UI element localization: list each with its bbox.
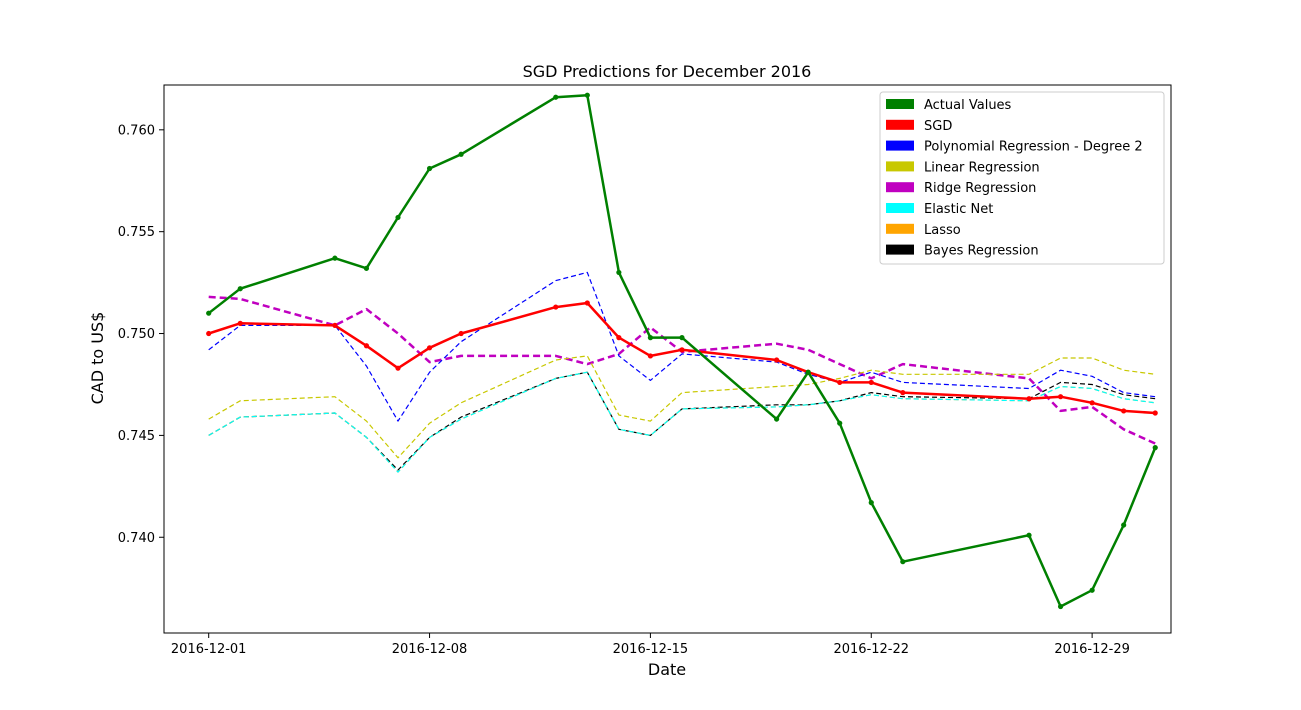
data-point-0-16: [900, 559, 906, 565]
data-point-1-2: [332, 322, 338, 328]
legend-swatch-1: [886, 119, 914, 130]
legend-swatch-4: [886, 182, 914, 193]
data-point-1-5: [426, 345, 433, 351]
series-line-6: [208, 371, 1156, 473]
series-line-7: [208, 371, 1156, 471]
data-point-1-6: [458, 330, 464, 337]
legend-swatch-0: [886, 99, 914, 109]
series-line-2: [208, 271, 1156, 422]
chart-title: SGD Predictions for December 2016: [523, 62, 812, 81]
data-point-0-5: [426, 165, 433, 172]
x-tick-label-4: 2016-12-29: [1054, 642, 1130, 657]
data-point-1-12: [774, 357, 780, 363]
y-tick-label-0: 0.740: [118, 531, 155, 546]
legend: Actual Values SGD Polynomial Regression - …: [879, 91, 1165, 265]
y-tick-label-4: 0.760: [118, 123, 155, 138]
legend-swatch-5: [886, 203, 914, 213]
data-point-1-1: [237, 320, 243, 326]
legend-label-6: Lasso: [924, 223, 961, 238]
data-point-0-14: [837, 420, 843, 426]
legend-swatch-3: [886, 161, 914, 172]
data-point-0-21: [1152, 445, 1158, 451]
data-point-0-15: [868, 500, 874, 506]
data-point-1-19: [1089, 400, 1095, 406]
data-point-0-9: [616, 269, 622, 276]
series-line-4: [208, 295, 1156, 445]
legend-swatch-2: [886, 140, 914, 151]
series-line-0: [207, 93, 1157, 608]
series-line-1: [208, 301, 1156, 415]
x-tick-label-1: 2016-12-08: [392, 642, 468, 657]
y-axis-label: CAD to US$: [88, 312, 107, 405]
data-point-0-8: [584, 92, 590, 98]
y-tick-label-1: 0.745: [118, 429, 155, 444]
legend-label-7: Bayes Regression: [924, 244, 1039, 259]
data-point-1-10: [647, 353, 654, 359]
data-point-0-7: [553, 94, 559, 100]
data-point-1-8: [584, 300, 590, 306]
series-line-3: [208, 355, 1156, 459]
data-point-1-3: [363, 343, 370, 349]
x-tick-label-2: 2016-12-15: [613, 642, 689, 657]
legend-box: [879, 91, 1165, 265]
data-point-0-11: [679, 335, 685, 341]
data-point-1-21: [1152, 410, 1158, 416]
x-tick-label-0: 2016-12-01: [171, 642, 247, 657]
axes-layer: 2016-12-01 2016-12-08 2016-12-15 2016-12-22…: [118, 84, 1172, 657]
data-point-1-9: [616, 335, 622, 341]
data-point-0-20: [1121, 522, 1127, 528]
data-point-0-0: [206, 310, 212, 316]
x-axis-label: Date: [648, 660, 686, 679]
data-point-1-11: [679, 347, 685, 353]
x-tick-label-3: 2016-12-22: [833, 642, 909, 657]
y-tick-label-3: 0.755: [118, 225, 155, 240]
data-point-0-19: [1089, 587, 1095, 593]
data-point-1-15: [868, 379, 874, 386]
legend-label-4: Ridge Regression: [924, 181, 1036, 196]
data-point-0-18: [1057, 603, 1064, 610]
data-point-1-17: [1026, 396, 1032, 402]
data-point-0-1: [237, 286, 243, 292]
y-tick-label-2: 0.750: [118, 327, 155, 342]
data-point-1-4: [395, 365, 401, 371]
legend-label-2: Polynomial Regression - Degree 2: [924, 140, 1143, 155]
legend-label-0: Actual Values: [924, 98, 1012, 113]
legend-swatch-7: [886, 244, 914, 255]
data-point-1-18: [1057, 394, 1064, 400]
series-line-5: [208, 371, 1156, 473]
data-point-1-16: [900, 390, 906, 396]
legend-label-5: Elastic Net: [924, 202, 993, 217]
data-point-0-13: [805, 369, 811, 375]
legend-label-3: Linear Regression: [924, 160, 1040, 175]
series-layer: [206, 92, 1158, 610]
data-point-1-7: [553, 304, 559, 310]
data-point-0-4: [395, 214, 401, 221]
legend-swatch-6: [886, 223, 914, 234]
data-point-0-12: [774, 416, 780, 422]
data-point-1-14: [837, 379, 843, 386]
data-point-1-20: [1121, 408, 1127, 414]
legend-label-1: SGD: [924, 119, 952, 134]
plot-frame: [163, 84, 1172, 634]
data-point-0-17: [1026, 532, 1032, 538]
data-point-0-10: [647, 335, 654, 341]
data-point-0-6: [458, 151, 464, 157]
data-point-0-2: [332, 255, 338, 261]
data-point-1-0: [206, 330, 212, 337]
data-point-0-3: [363, 265, 370, 271]
